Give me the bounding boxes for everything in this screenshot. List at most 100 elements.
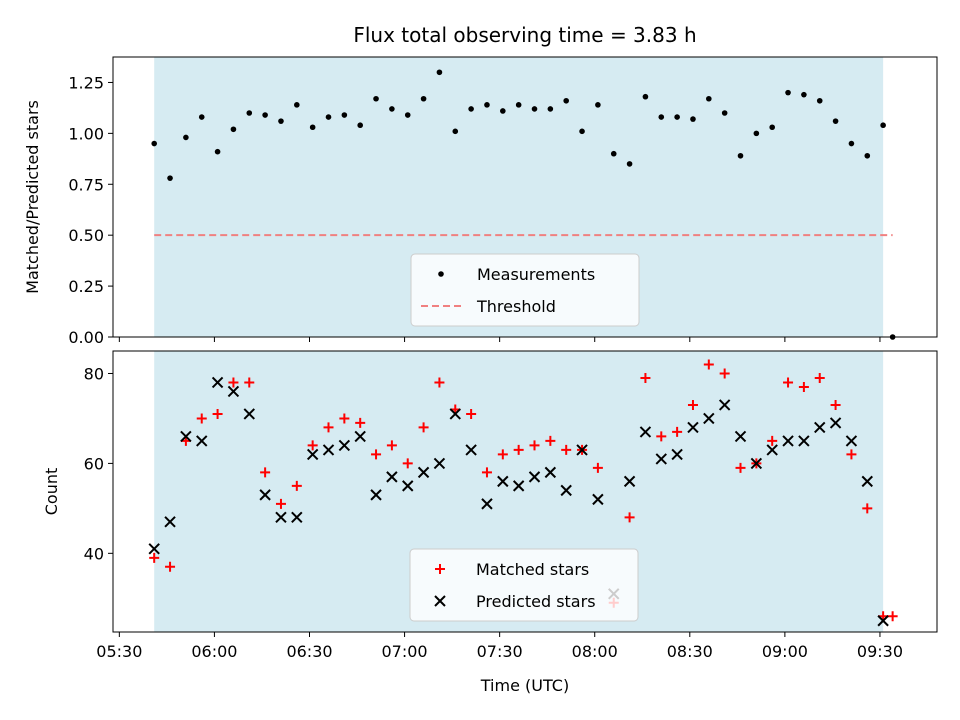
matched-star-point (719, 368, 730, 379)
legend: Measurements Threshold (410, 253, 640, 327)
measurement-point (183, 134, 189, 141)
measurement-point (674, 114, 680, 120)
axes-frame (112, 56, 938, 338)
measurement-point (484, 102, 490, 108)
predicted-star-point (465, 444, 477, 456)
matched-star-point (481, 467, 492, 478)
predicted-star-point (164, 516, 176, 528)
legend-box (409, 548, 639, 622)
measurement-point (294, 102, 300, 108)
matched-star-point (402, 458, 413, 469)
matched-star-point (529, 440, 540, 451)
predicted-star-point (449, 408, 461, 420)
matched-star-point (846, 449, 857, 460)
matched-star-point (814, 372, 825, 383)
measurement-point (642, 93, 649, 100)
measurement-point (531, 106, 538, 112)
predicted-star-point (639, 426, 652, 438)
measurement-point (341, 112, 348, 118)
predicted-star-point (259, 489, 271, 501)
predicted-star-point (798, 435, 810, 447)
matched-star-point (386, 440, 397, 451)
x-tick-label: 05:30 (96, 642, 142, 661)
matched-star-point (371, 449, 382, 460)
measurement-point (278, 118, 284, 124)
predicted-star-point (845, 435, 858, 447)
measurement-point (832, 118, 839, 124)
measurement-point (610, 150, 617, 157)
measurement-point (246, 110, 253, 116)
measurement-point (515, 102, 522, 108)
matched-star-point (275, 498, 286, 509)
matched-star-point (355, 417, 366, 428)
y-tick-label: 0.00 (68, 328, 104, 347)
matched-star-point (798, 381, 809, 392)
legend: Matched stars Predicted stars (409, 548, 639, 622)
predicted-star-point (861, 475, 873, 488)
matched-star-point (260, 467, 271, 478)
matched-star-point (513, 444, 524, 455)
predicted-star-point (877, 615, 889, 627)
legend-label: Measurements (477, 265, 595, 284)
predicted-star-point (829, 417, 842, 429)
measurement-point (500, 108, 506, 114)
measurement-point (785, 89, 791, 96)
predicted-star-point (592, 493, 604, 506)
measurement-point (357, 122, 364, 129)
measurement-point (373, 95, 379, 102)
matched-star-point (149, 552, 160, 563)
predicted-star-point (338, 439, 351, 452)
measurement-point (262, 112, 268, 118)
predicted-star-point (766, 444, 778, 456)
measurement-point (452, 128, 459, 135)
measurement-point (864, 152, 871, 159)
matched-star-point (418, 422, 429, 433)
measurement-point (721, 110, 728, 116)
chart-title: Flux total observing time = 3.83 h (353, 23, 696, 47)
predicted-star-point (180, 430, 192, 443)
predicted-star-point (576, 444, 588, 456)
matched-star-point (291, 480, 302, 491)
matched-star-point (228, 377, 239, 388)
predicted-star-point (291, 511, 303, 524)
matched-star-point (767, 435, 778, 446)
predicted-star-point (417, 466, 430, 479)
y-tick-label: 40 (84, 544, 104, 563)
predicted-star-point (671, 448, 683, 461)
matched-star-point (887, 611, 898, 622)
matched-star-point (497, 449, 508, 460)
x-tick-label: 09:00 (762, 642, 808, 661)
y-tick-label: 0.75 (68, 175, 104, 194)
measurement-point (404, 112, 411, 118)
predicted-star-point (354, 430, 366, 443)
measurement-point (198, 114, 205, 120)
y-tick-label: 0.50 (68, 226, 104, 245)
measurement-point (547, 106, 554, 112)
measurement-point (151, 140, 157, 147)
matched-star-point (212, 408, 223, 419)
predicted-star-point (512, 480, 525, 492)
y-axis-label: Matched/Predicted stars (23, 100, 42, 294)
matched-star-point (545, 435, 556, 446)
axes-frame (112, 350, 938, 633)
measurement-point (626, 161, 633, 167)
predicted-star-point (275, 511, 287, 524)
bottom-panel: 40 60 80 05:30 06:00 06:30 07:00 07:30 08:00 08:3… (42, 350, 938, 695)
predicted-star-point (687, 421, 699, 434)
predicted-star-point (306, 448, 319, 461)
measurement-point (468, 106, 474, 112)
measurement-point (690, 116, 696, 122)
predicted-star-point (560, 484, 572, 497)
legend-label: Matched stars (476, 560, 589, 579)
measurement-point (737, 152, 744, 159)
predicted-star-point (227, 385, 240, 398)
matched-star-point (830, 399, 841, 410)
matched-star-point (323, 422, 334, 433)
matched-star-point (434, 377, 445, 388)
measurement-point (563, 97, 569, 104)
matched-star-point (656, 431, 667, 442)
measurement-point (389, 106, 395, 112)
legend-box (410, 253, 640, 327)
measurement-point (801, 91, 807, 98)
